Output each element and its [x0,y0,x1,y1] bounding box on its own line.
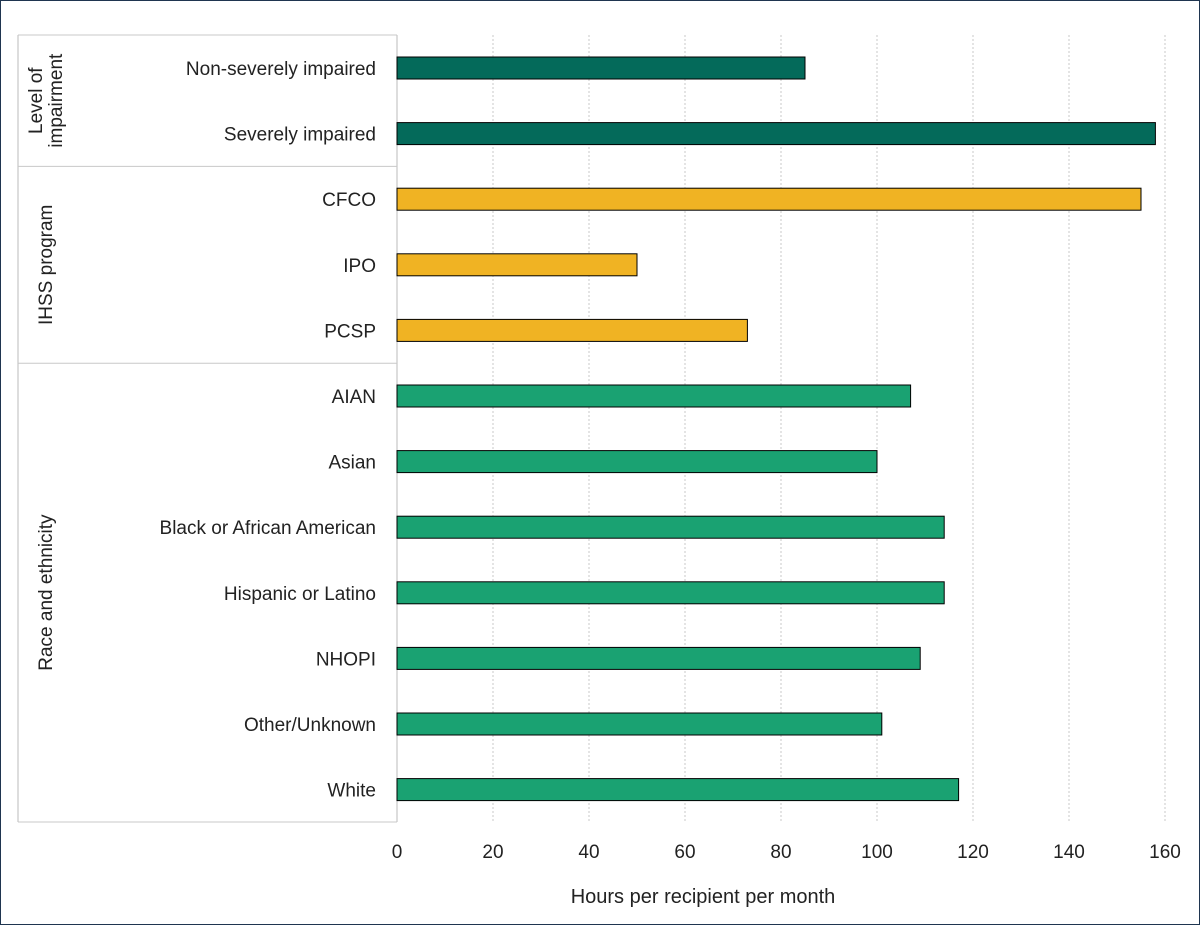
x-tick-label: 0 [392,842,403,863]
bar-other-unknown [396,712,883,736]
x-tick-label: 40 [578,842,599,863]
x-tick-label: 120 [957,842,989,863]
category-label: NHOPI [316,649,376,670]
bar-white [396,778,960,802]
category-label: Non-severely impaired [186,59,376,80]
bar-asian [396,450,878,474]
x-tick-label: 100 [861,842,893,863]
category-label: Hispanic or Latino [224,584,376,605]
bar-ipo [396,253,638,277]
category-label: PCSP [324,321,376,342]
bar-severely-impaired [396,122,1156,146]
group-label: IHSS program [36,205,57,325]
bar-aian [396,384,912,408]
x-tick-label: 60 [674,842,695,863]
x-tick-label: 140 [1053,842,1085,863]
category-label: CFCO [322,190,376,211]
bar-pcsp [396,318,748,342]
category-label: Asian [328,453,376,474]
category-label: IPO [343,256,376,277]
bar-cfco [396,187,1142,211]
category-label: Black or African American [160,518,376,539]
group-label: Race and ethnicity [36,514,57,671]
category-label: Severely impaired [224,125,376,146]
x-tick-label: 80 [770,842,791,863]
bar-nhopi [396,646,921,670]
x-tick-label: 160 [1149,842,1181,863]
x-axis-title: Hours per recipient per month [571,886,836,908]
x-tick-label: 20 [482,842,503,863]
category-label: Other/Unknown [244,715,376,736]
bar-black-or-african-american [396,515,945,539]
category-label: White [327,781,376,802]
group-label: Level ofimpairment [26,53,67,148]
bar-hispanic-or-latino [396,581,945,605]
category-label: AIAN [332,387,376,408]
bar-non-severely-impaired [396,56,806,80]
